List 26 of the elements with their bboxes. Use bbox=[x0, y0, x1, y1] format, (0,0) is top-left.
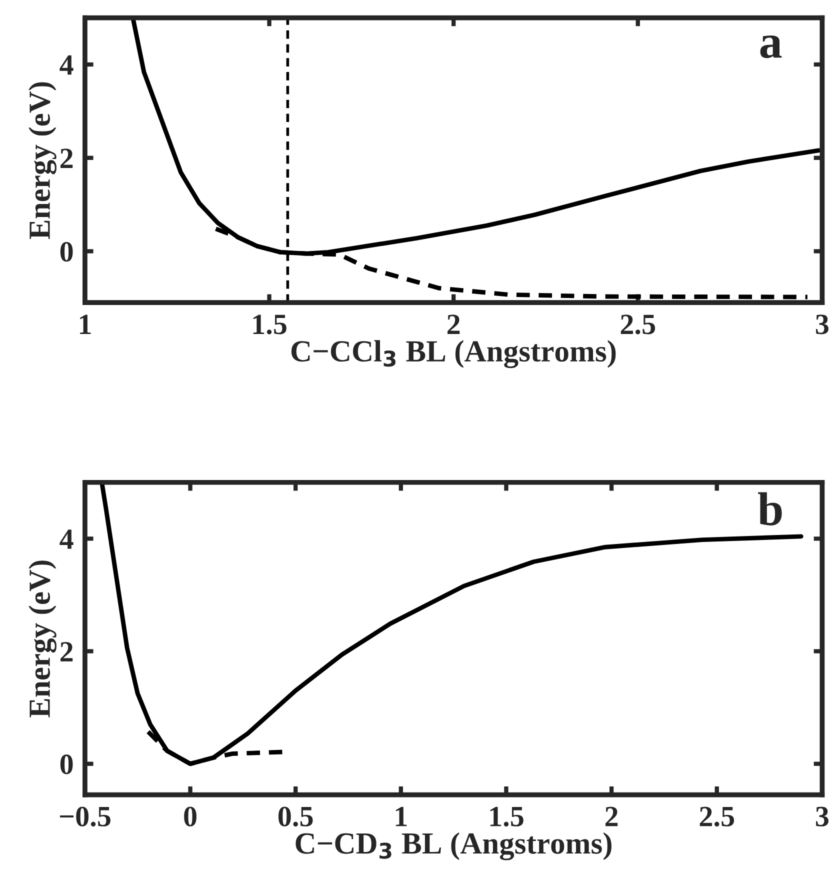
y-tick-label: 2 bbox=[60, 148, 73, 168]
y-tick-label: 4 bbox=[60, 530, 74, 549]
x-tick-label: 1.5 bbox=[490, 806, 524, 827]
x-tick-label: 1 bbox=[80, 314, 91, 334]
x-tick-label: −0.5 bbox=[60, 806, 110, 827]
y-axis-title: Energy (eV) bbox=[28, 560, 56, 718]
x-tick-label: 2 bbox=[448, 314, 460, 334]
x-tick-label: 0.5 bbox=[278, 806, 313, 827]
x-axis-title: C−CD$_{3}$ BL (Angstroms) bbox=[296, 832, 612, 860]
y-tick-label: 0 bbox=[60, 242, 73, 262]
x-axis-title: C−CCl$_{3}$ BL (Angstroms) bbox=[291, 340, 616, 368]
annotation: a bbox=[760, 35, 782, 58]
x-tick-label: 2.5 bbox=[700, 806, 734, 827]
y-tick-label: 4 bbox=[60, 55, 74, 75]
y-tick-label: 2 bbox=[60, 642, 73, 662]
x-tick-label: 1 bbox=[396, 806, 407, 826]
annotation: b bbox=[758, 492, 782, 526]
line-series bbox=[100, 482, 804, 766]
y-axis-title: Energy (eV) bbox=[28, 82, 56, 240]
x-tick-label: 0 bbox=[184, 806, 196, 826]
x-tick-label: 2.5 bbox=[620, 314, 656, 334]
x-tick-label: 3 bbox=[816, 806, 828, 826]
x-tick-label: 1.5 bbox=[253, 314, 286, 334]
x-tick-label: 2 bbox=[605, 806, 618, 826]
y-tick-label: 0 bbox=[60, 754, 73, 774]
x-tick-label: 3 bbox=[816, 314, 828, 334]
